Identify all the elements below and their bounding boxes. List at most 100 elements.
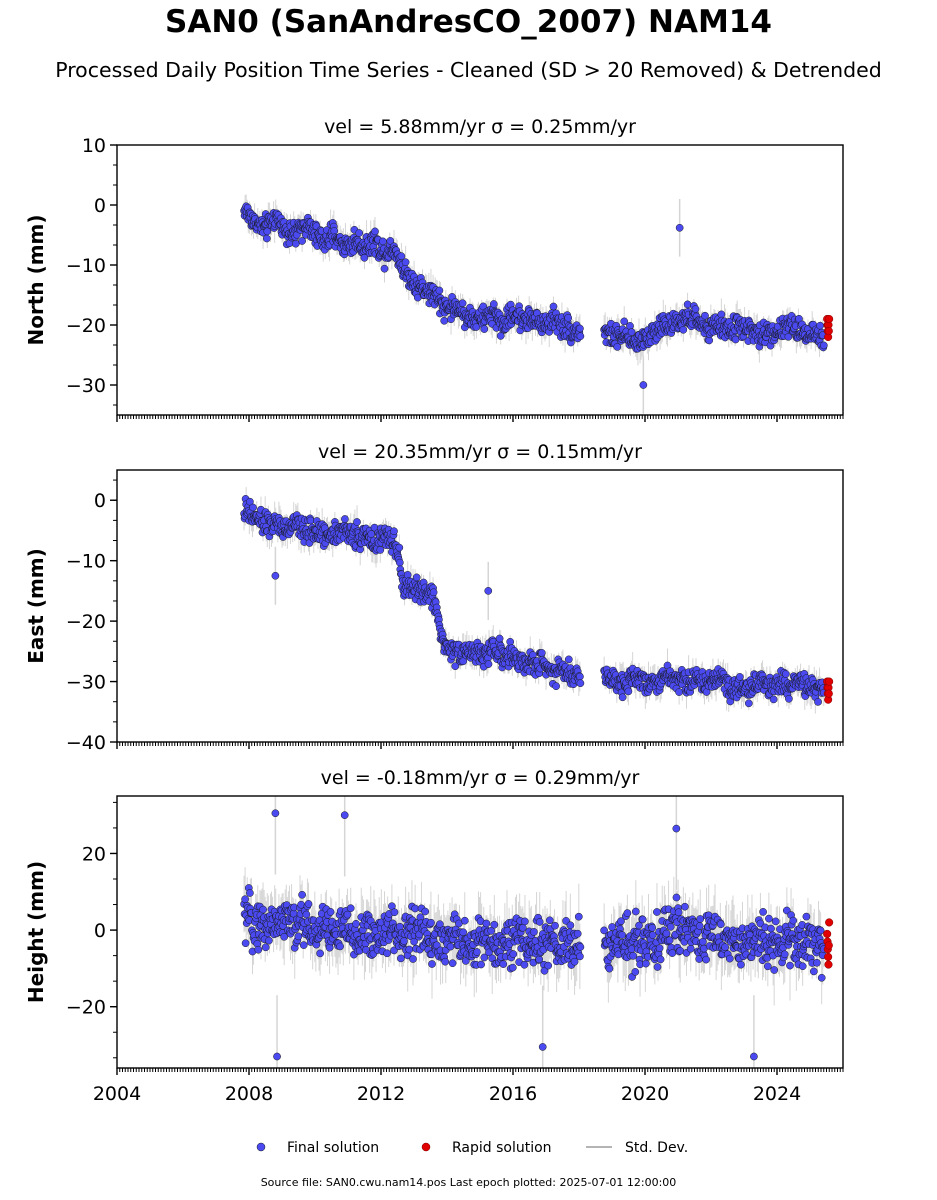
final-solution-point <box>535 918 544 926</box>
final-solution-point <box>683 300 692 309</box>
y-tick-label: −10 <box>66 255 106 277</box>
final-solution-point <box>254 945 263 954</box>
final-solution-point <box>620 317 629 326</box>
final-solution-point <box>395 543 404 552</box>
final-solution-point <box>552 682 560 691</box>
rapid-solution-points-east <box>823 677 834 704</box>
final-solution-point <box>386 237 395 245</box>
final-solution-points-east <box>240 495 828 708</box>
final-solution-point <box>297 900 305 909</box>
final-solution-point <box>639 381 648 389</box>
rapid-solution-points-north <box>823 314 834 342</box>
final-solution-point <box>390 527 398 536</box>
final-solution-point <box>409 955 417 963</box>
final-solution-point <box>814 698 822 706</box>
final-solution-point <box>576 952 584 961</box>
final-solution-point <box>485 948 493 957</box>
final-solution-point <box>411 904 419 913</box>
final-solution-point <box>564 314 573 322</box>
final-solution-point <box>819 341 828 350</box>
final-solution-point <box>246 889 254 897</box>
y-tick-label: −20 <box>66 611 106 633</box>
final-solution-point <box>549 302 558 311</box>
final-solution-point <box>691 305 700 313</box>
final-solution-point <box>564 655 573 664</box>
final-solution-point <box>352 919 360 928</box>
final-solution-point <box>744 699 753 708</box>
final-solution-point <box>495 634 504 643</box>
final-solution-point <box>304 900 313 908</box>
final-solution-point <box>521 917 529 926</box>
final-solution-point <box>769 695 778 704</box>
final-solution-point <box>496 332 505 340</box>
final-solution-point <box>376 546 385 554</box>
y-tick-label: −10 <box>66 551 106 573</box>
rapid-solution-point <box>825 314 834 324</box>
final-solution-point <box>341 515 349 523</box>
final-solution-point <box>701 311 709 320</box>
final-solution-point <box>262 234 271 243</box>
y-tick-label: −30 <box>66 375 106 397</box>
final-solution-point <box>280 932 289 941</box>
final-solution-point <box>458 299 467 308</box>
y-tick-label: −20 <box>66 315 106 337</box>
final-solution-point <box>576 324 584 333</box>
final-solution-point <box>735 673 744 681</box>
final-solution-point <box>731 335 740 344</box>
final-solution-point <box>326 908 335 916</box>
final-solution-point <box>518 923 527 932</box>
final-solution-point <box>460 916 469 925</box>
final-solution-point <box>390 908 399 917</box>
final-solution-point <box>360 253 369 262</box>
final-solution-point <box>506 637 515 646</box>
final-solution-point <box>576 943 585 951</box>
plot-area-east <box>240 487 834 714</box>
final-solution-point <box>401 258 410 267</box>
final-solution-point <box>540 966 549 975</box>
final-solution-point <box>353 518 361 526</box>
final-solution-point <box>679 325 688 334</box>
final-solution-point <box>484 587 493 595</box>
final-solution-points-north <box>240 202 828 389</box>
plot-area-north <box>240 194 834 414</box>
final-solution-point <box>299 941 308 949</box>
final-solution-point <box>576 672 584 681</box>
final-solution-point <box>265 936 273 945</box>
y-axis-label: East (mm) <box>24 548 48 664</box>
final-solution-point <box>605 964 614 973</box>
final-solution-point <box>440 316 449 325</box>
final-solution-point <box>484 660 493 668</box>
panel-north: 10 0 −10 −20 −30 vel = 5.88mm/yr σ = 0.25mm/y… <box>24 116 844 422</box>
final-solution-point <box>566 921 575 930</box>
final-solution-point <box>624 687 633 696</box>
final-solution-point <box>428 960 436 968</box>
final-solution-point <box>241 939 250 948</box>
final-solution-point <box>675 223 684 232</box>
final-solution-point <box>346 904 355 913</box>
final-solution-point <box>509 950 518 958</box>
panel-title: vel = 5.88mm/yr σ = 0.25mm/yr <box>324 116 636 138</box>
final-solution-point <box>435 286 444 295</box>
final-solution-point <box>520 960 529 969</box>
final-solution-point <box>302 910 311 919</box>
final-solution-point <box>487 926 496 935</box>
plot-area-height <box>240 796 834 1068</box>
final-solution-point <box>397 954 405 963</box>
final-solution-point <box>490 920 499 929</box>
final-solution-point <box>383 949 391 958</box>
final-solution-point <box>379 237 387 246</box>
final-solution-point <box>544 961 553 970</box>
final-solution-point <box>395 558 404 567</box>
rapid-solution-point <box>824 326 833 336</box>
final-solution-point <box>263 227 272 236</box>
final-solution-point <box>508 963 517 972</box>
final-solution-point <box>336 942 344 951</box>
final-solution-point <box>316 949 324 958</box>
final-solution-point <box>343 910 352 919</box>
final-solution-point <box>627 328 636 336</box>
final-solution-point <box>530 928 538 936</box>
final-solution-point <box>355 229 364 237</box>
final-solution-point <box>294 932 303 941</box>
